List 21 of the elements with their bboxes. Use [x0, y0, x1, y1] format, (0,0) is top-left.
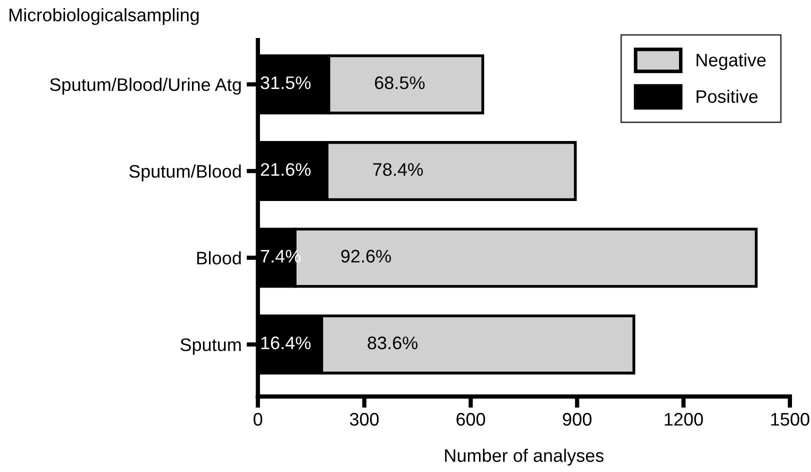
annotation: 78.4% — [373, 163, 423, 176]
x-tick-label: 1200 — [664, 412, 703, 426]
annotation: 83.6% — [368, 336, 418, 350]
x-tick-label: 300 — [350, 412, 379, 426]
y-tick-label: Sputum/Blood/Urine Atg — [50, 78, 241, 95]
y-tick-label: Sputum/Blood — [129, 164, 241, 182]
y-tick-label: Sputum — [180, 338, 241, 355]
legend-label: Positive — [696, 90, 758, 103]
x-tick-label: 1500 — [771, 412, 810, 426]
annotation: 68.5% — [374, 76, 425, 90]
annotation: 16.4% — [261, 336, 311, 350]
annotation: 21.6% — [260, 163, 311, 176]
annotation: 31.5% — [260, 76, 311, 90]
text: Microbiologicalsampling — [10, 8, 199, 25]
x-tick-label: 900 — [562, 412, 592, 426]
x-tick-label: 600 — [456, 412, 486, 426]
annotation: 92.6% — [341, 250, 391, 263]
x-axis-title: Number of analyses — [445, 448, 604, 466]
y-tick-label: Blood — [197, 251, 241, 264]
x-tick-label: 0 — [254, 412, 262, 426]
legend-label: Negative — [696, 53, 766, 70]
